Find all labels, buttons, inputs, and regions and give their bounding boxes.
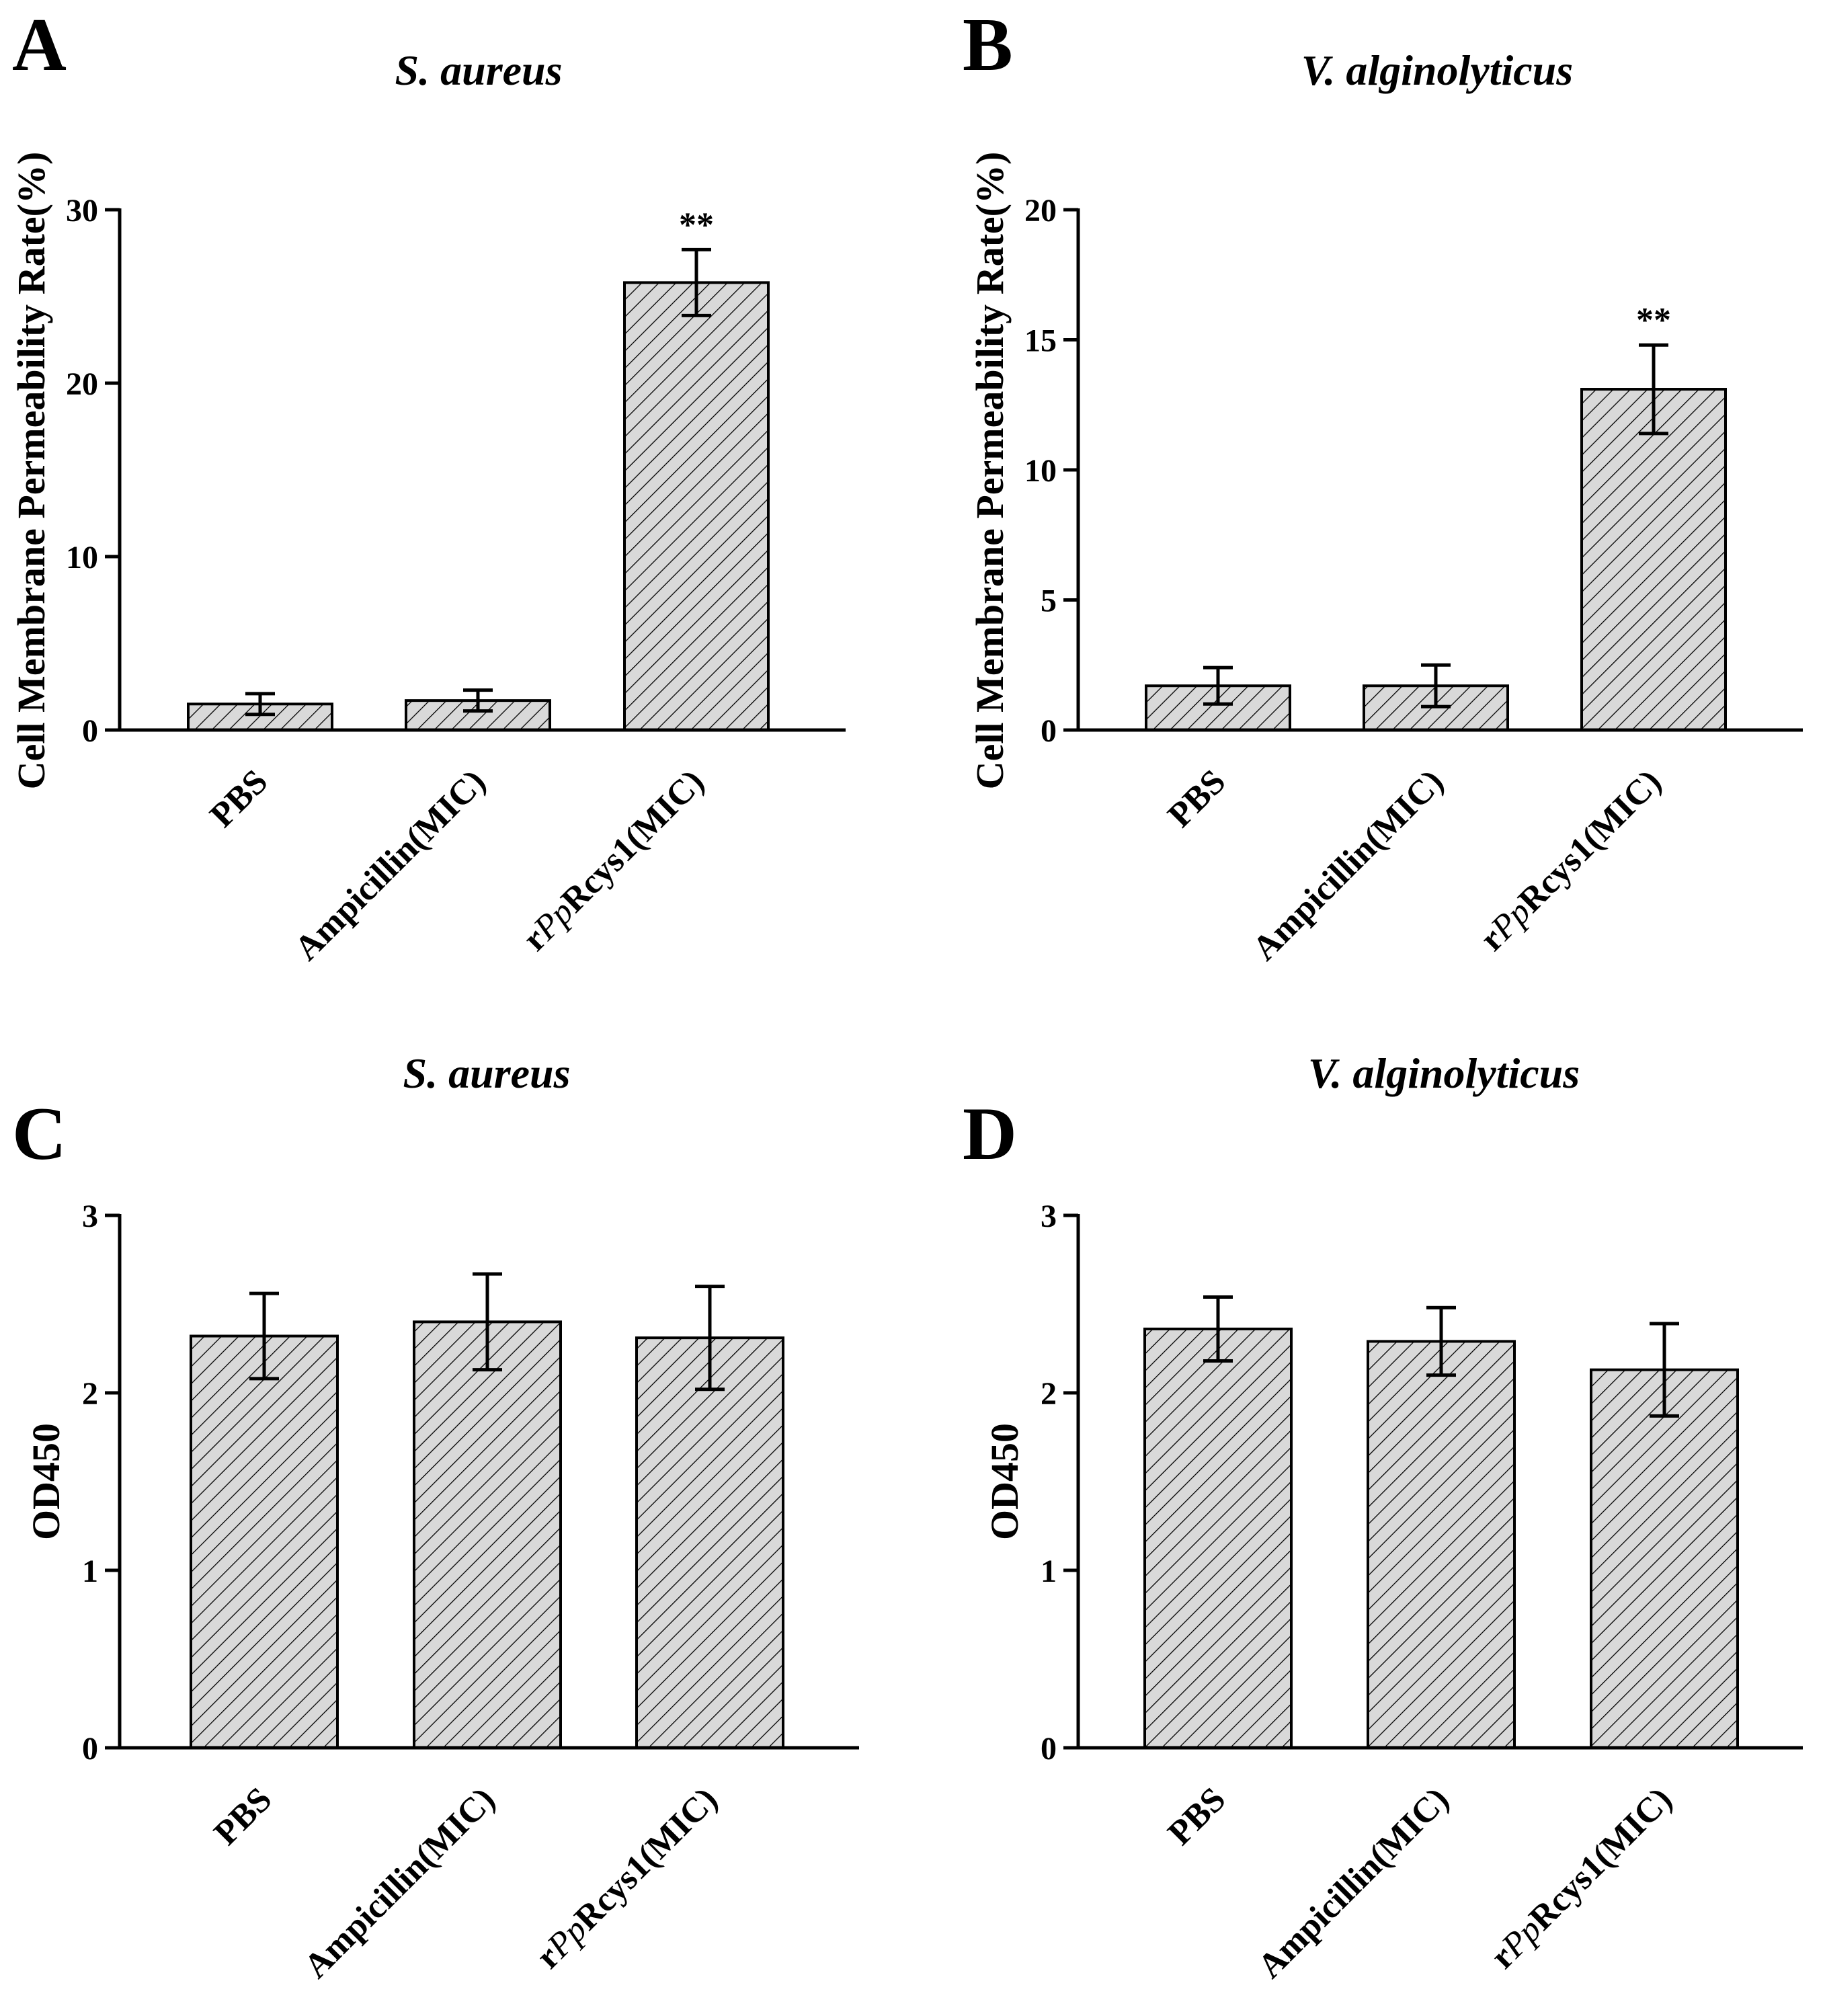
y-tick-label: 3: [1041, 1199, 1057, 1234]
bar: [623, 281, 770, 731]
x-tick-label: rPpRcys1(MIC): [529, 1780, 725, 1976]
y-axis-title: Cell Membrane Permeability Rate(%): [9, 152, 53, 790]
error-bar: [473, 1272, 502, 1372]
x-tick-label: rPpRcys1(MIC): [1484, 1780, 1679, 1976]
error-bar: [463, 688, 493, 713]
chart-title: V. alginolyticus: [1301, 46, 1573, 94]
y-axis-title: Cell Membrane Permeability Rate(%): [968, 152, 1012, 790]
y-tick-label: 0: [82, 1731, 98, 1767]
error-bar: [1426, 1305, 1456, 1377]
panel-letter: C: [12, 1092, 67, 1176]
panel-c: C S. aureus OD450 PBS Ampicillin(MIC) rPpRcys…: [12, 1049, 859, 1986]
bar: [1143, 1327, 1293, 1749]
panel-b: B V. alginolyticus Cell Membrane Permeabil…: [963, 3, 1803, 968]
bar: [635, 1336, 784, 1750]
panel-a: A S. aureus Cell Membrane Permeability Rat…: [9, 3, 846, 968]
y-tick-label: 30: [66, 193, 98, 229]
error-bar: [249, 1291, 279, 1381]
significance-label: **: [1636, 301, 1671, 339]
bar: [413, 1320, 562, 1749]
panel-d: D V. alginolyticus OD450 PBS Ampicillin(MIC)…: [963, 1049, 1803, 1986]
y-tick-label: 1: [82, 1554, 98, 1589]
error-bar: [1203, 1295, 1233, 1363]
chart-title: S. aureus: [403, 1049, 571, 1097]
bar: [190, 1334, 339, 1749]
panels: A S. aureus Cell Membrane Permeability Rat…: [9, 3, 1803, 1986]
error-bar: [1639, 343, 1668, 436]
x-tick-label: Ampicillin(MIC): [1246, 762, 1451, 968]
bar: [1590, 1368, 1739, 1750]
error-bar: [695, 1285, 725, 1392]
x-tick-label: PBS: [1161, 762, 1233, 835]
error-bar: [682, 247, 711, 317]
y-tick-label: 20: [1024, 193, 1057, 229]
x-tick-label: PBS: [203, 762, 276, 835]
chart-title: V. alginolyticus: [1308, 1049, 1580, 1097]
y-tick-label: 0: [82, 713, 98, 749]
panel-letter: B: [963, 3, 1013, 87]
y-axis-title: OD450: [24, 1423, 68, 1540]
y-tick-label: 1: [1041, 1554, 1057, 1589]
panel-letter: D: [963, 1092, 1017, 1176]
bar: [1580, 388, 1727, 732]
y-tick-label: 0: [1041, 713, 1057, 749]
error-bar: [1650, 1322, 1679, 1418]
x-tick-label: Ampicillin(MIC): [288, 762, 493, 968]
x-tick-label: rPpRcys1(MIC): [516, 762, 711, 958]
y-tick-label: 5: [1041, 583, 1057, 619]
y-tick-label: 2: [82, 1376, 98, 1412]
y-tick-label: 15: [1024, 323, 1057, 359]
y-tick-label: 10: [1024, 453, 1057, 489]
y-axis-title: OD450: [983, 1423, 1026, 1540]
x-tick-label: PBS: [207, 1780, 280, 1853]
x-tick-label: Ampicillin(MIC): [297, 1780, 503, 1986]
error-bar: [245, 692, 275, 717]
panel-letter: A: [12, 3, 67, 87]
x-tick-label: PBS: [1161, 1780, 1233, 1853]
x-tick-label: Ampicillin(MIC): [1251, 1780, 1457, 1986]
y-tick-label: 10: [66, 540, 98, 575]
x-tick-label: rPpRcys1(MIC): [1473, 762, 1668, 958]
y-tick-label: 20: [66, 366, 98, 402]
significance-label: **: [679, 206, 714, 244]
bar: [1367, 1340, 1516, 1749]
y-tick-label: 0: [1041, 1731, 1057, 1767]
error-bar: [1421, 663, 1451, 709]
y-tick-label: 2: [1041, 1376, 1057, 1412]
chart-title: S. aureus: [395, 46, 563, 94]
error-bar: [1203, 666, 1233, 706]
y-tick-label: 3: [82, 1199, 98, 1234]
